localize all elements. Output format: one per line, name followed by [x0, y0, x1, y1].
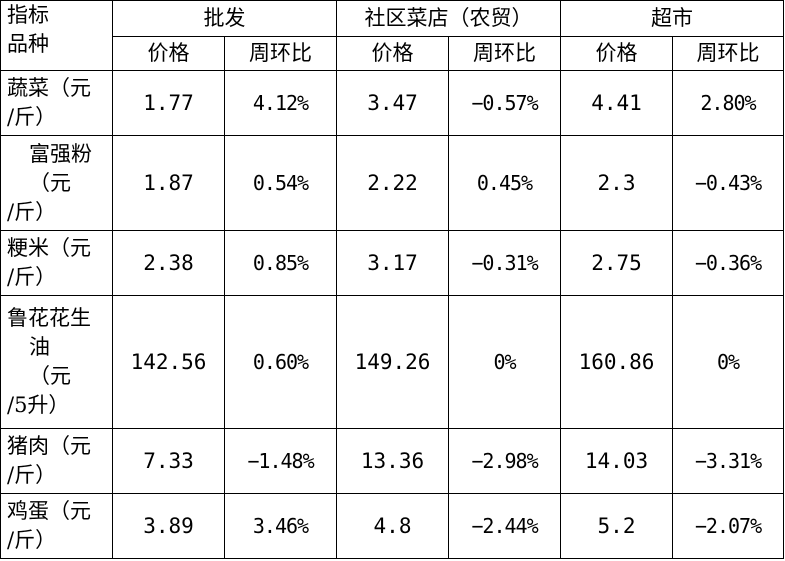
cell-wow: 4.12%	[224, 70, 337, 136]
cell-wow: −0.57%	[448, 70, 561, 136]
column-header-price: 价格	[112, 36, 225, 71]
cell-price: 7.33	[112, 428, 225, 494]
column-header-price: 价格	[560, 36, 673, 71]
cell-price: 1.87	[112, 135, 225, 231]
group-header-supermarket: 超市	[560, 0, 784, 37]
cell-price: 2.38	[112, 230, 225, 296]
cell-wow: 0.45%	[448, 135, 561, 231]
row-label-line: 蔬菜（元	[7, 76, 91, 100]
group-header-community-store: 社区菜店（农贸）	[336, 0, 561, 37]
column-header-price: 价格	[336, 36, 449, 71]
row-label-line: /斤）	[7, 199, 57, 224]
cell-price: 2.3	[560, 135, 673, 231]
row-label: 鸡蛋（元 /斤）	[0, 493, 113, 559]
corner-header: 指标 品种	[0, 0, 113, 71]
cell-price: 5.2	[560, 493, 673, 559]
row-label-line: 油	[29, 335, 50, 359]
row-label-line: /5升）	[7, 393, 70, 417]
row-label: 粳米（元 /斤）	[0, 230, 113, 296]
cell-price: 160.86	[560, 295, 673, 429]
table-row: 鸡蛋（元 /斤） 3.89 3.46% 4.8 −2.44% 5.2 −2.07…	[0, 493, 784, 559]
row-label-line: （元	[29, 170, 71, 195]
cell-wow: 2.80%	[672, 70, 784, 136]
column-header-wow: 周环比	[448, 36, 561, 71]
row-label-line: 猪肉（元	[7, 434, 91, 458]
corner-label-variety: 品种	[7, 32, 49, 56]
row-label-line: （元	[29, 364, 71, 388]
row-label: 富强粉 （元 /斤）	[0, 135, 113, 231]
cell-price: 1.77	[112, 70, 225, 136]
row-label-line: /斤）	[7, 528, 57, 552]
row-label-line: 鸡蛋（元	[7, 499, 91, 523]
cell-wow: −0.31%	[448, 230, 561, 296]
cell-price: 2.75	[560, 230, 673, 296]
cell-wow: 0%	[672, 295, 784, 429]
cell-price: 4.41	[560, 70, 673, 136]
row-label-line: 富强粉	[29, 141, 92, 166]
row-label-line: /斤）	[7, 105, 57, 129]
cell-wow: −0.43%	[672, 135, 784, 231]
row-label: 鲁花花生 油 （元 /5升）	[0, 295, 113, 429]
cell-wow: 0.60%	[224, 295, 337, 429]
column-header-wow: 周环比	[672, 36, 784, 71]
row-label-line: /斤）	[7, 463, 57, 487]
row-label: 猪肉（元 /斤）	[0, 428, 113, 494]
table-row: 猪肉（元 /斤） 7.33 −1.48% 13.36 −2.98% 14.03 …	[0, 428, 784, 494]
cell-wow: −2.44%	[448, 493, 561, 559]
table-row: 蔬菜（元 /斤） 1.77 4.12% 3.47 −0.57% 4.41 2.8…	[0, 70, 784, 136]
cell-wow: 0.85%	[224, 230, 337, 296]
cell-price: 3.17	[336, 230, 449, 296]
cell-price: 142.56	[112, 295, 225, 429]
cell-wow: −1.48%	[224, 428, 337, 494]
cell-price: 13.36	[336, 428, 449, 494]
cell-price: 149.26	[336, 295, 449, 429]
cell-price: 14.03	[560, 428, 673, 494]
column-header-wow: 周环比	[224, 36, 337, 71]
table-row: 粳米（元 /斤） 2.38 0.85% 3.17 −0.31% 2.75 −0.…	[0, 230, 784, 296]
row-label: 蔬菜（元 /斤）	[0, 70, 113, 136]
corner-label-indicator: 指标	[7, 3, 49, 27]
cell-wow: −0.36%	[672, 230, 784, 296]
cell-price: 4.8	[336, 493, 449, 559]
cell-wow: −2.98%	[448, 428, 561, 494]
cell-wow: 3.46%	[224, 493, 337, 559]
group-header-wholesale: 批发	[112, 0, 337, 37]
cell-wow: −2.07%	[672, 493, 784, 559]
cell-price: 2.22	[336, 135, 449, 231]
table-row: 鲁花花生 油 （元 /5升） 142.56 0.60% 149.26 0% 16…	[0, 295, 784, 429]
row-label-line: /斤）	[7, 265, 57, 289]
table-row: 富强粉 （元 /斤） 1.87 0.54% 2.22 0.45% 2.3 −0.…	[0, 135, 784, 231]
row-label-line: 鲁花花生	[7, 306, 91, 330]
cell-wow: 0.54%	[224, 135, 337, 231]
cell-wow: 0%	[448, 295, 561, 429]
cell-price: 3.47	[336, 70, 449, 136]
cell-wow: −3.31%	[672, 428, 784, 494]
cell-price: 3.89	[112, 493, 225, 559]
row-label-line: 粳米（元	[7, 236, 91, 260]
